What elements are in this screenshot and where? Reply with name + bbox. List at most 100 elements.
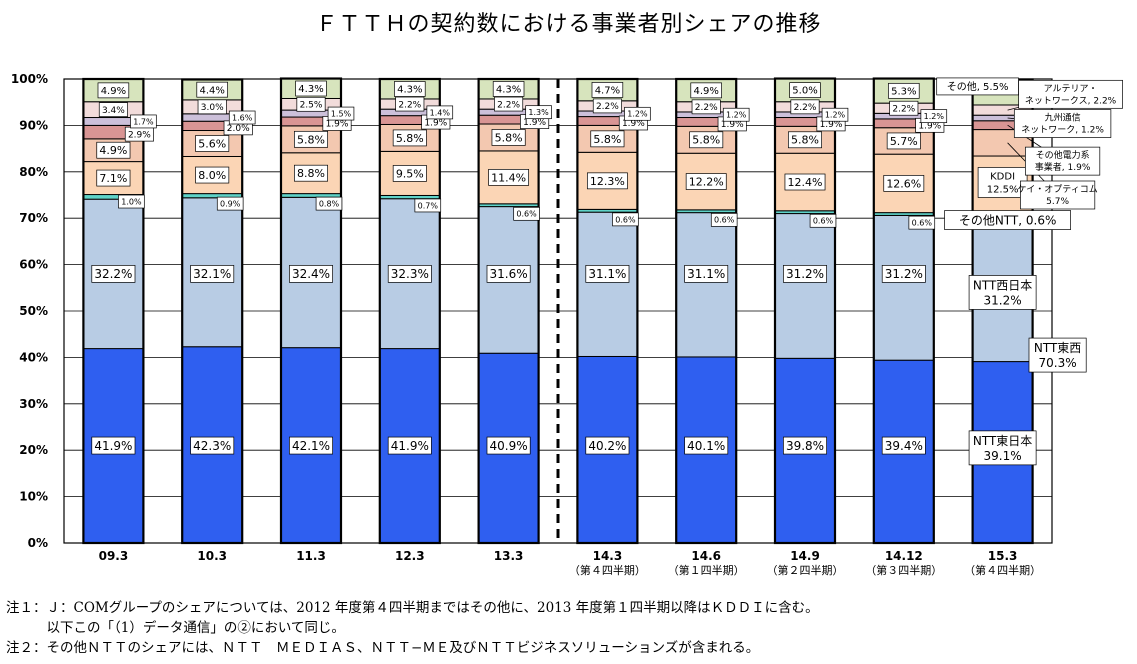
data-label-box — [96, 141, 131, 159]
data-label-box — [91, 265, 136, 283]
x-tick-sublabel: （第１四半期） — [668, 563, 745, 577]
data-label-box — [691, 99, 721, 115]
callout-box — [968, 275, 1037, 310]
data-label-box — [690, 82, 722, 99]
footnote-2: 注２：その他ＮＴＴのシェアには、ＮＴＴ ＭＥＤＩＡＳ、ＮＴＴ−ＭＥ及びＮＴＴビジ… — [6, 640, 760, 656]
data-label-box — [488, 169, 529, 186]
y-tick-label: 80% — [19, 165, 48, 179]
data-label-box — [590, 130, 625, 148]
data-label-box — [289, 436, 333, 455]
data-label-ntt_west: 31.1% — [588, 267, 626, 281]
data-label-box — [196, 81, 228, 98]
callout-text-kyushu: 九州通信 — [1045, 112, 1081, 124]
y-tick-label: 40% — [19, 350, 48, 364]
data-label-box — [790, 99, 820, 115]
data-label-ntt_east: 40.9% — [490, 439, 528, 453]
data-label-ntt_west: 31.6% — [490, 267, 528, 281]
data-label-box — [684, 265, 729, 283]
data-label-other_power: 1.9% — [424, 118, 447, 128]
data-label-box — [585, 265, 630, 283]
data-label-box — [920, 109, 948, 123]
data-label-box — [689, 131, 724, 149]
data-label-box — [414, 198, 442, 213]
data-label-box — [612, 212, 639, 227]
data-label-kddi: 8.0% — [198, 169, 226, 182]
x-tick-label: 14.6 — [691, 549, 721, 563]
bar-outline — [872, 77, 935, 545]
data-label-ntt_west: 31.2% — [885, 267, 923, 281]
data-label-ntt_east: 39.4% — [885, 439, 923, 453]
bar-outline — [378, 77, 441, 545]
callout-text-other_power: 事業者, 1.9% — [1035, 161, 1091, 173]
data-label-other: 4.4% — [199, 85, 224, 96]
bar-outline — [477, 77, 540, 545]
data-label-box — [295, 80, 327, 97]
data-label-box — [197, 99, 227, 115]
callout-box — [1020, 180, 1096, 210]
data-label-ntt_east: 41.9% — [391, 439, 429, 453]
y-tick-label: 20% — [19, 443, 48, 457]
callout-text-ntt_west: NTT西日本 — [973, 278, 1032, 292]
data-label-ntt_west: 32.4% — [292, 267, 330, 281]
callout-text-kddi: KDDI — [990, 171, 1015, 182]
data-label-other_ntt: 1.0% — [121, 197, 142, 206]
data-label-k_opticom: 5.8% — [692, 134, 720, 147]
data-label-arteria: 2.2% — [398, 100, 421, 110]
footnote-1: 注１：Ｊ：COMグループのシェアについては、2012 年度第４四半期まではその他… — [6, 600, 819, 616]
data-label-box — [685, 173, 727, 190]
x-tick-label: 13.3 — [494, 549, 524, 563]
data-label-box — [294, 164, 328, 182]
data-label-arteria: 2.2% — [497, 100, 520, 110]
x-tick-label: 15.3 — [988, 549, 1018, 563]
data-label-kyushu: 1.5% — [331, 109, 352, 118]
callout-text-ntt_east: NTT東日本 — [973, 434, 1032, 448]
data-label-ntt_west: 32.3% — [391, 267, 429, 281]
data-label-box — [91, 436, 136, 455]
data-label-box — [98, 102, 128, 117]
data-label-box — [783, 436, 827, 455]
data-label-box — [387, 436, 432, 455]
data-label-other: 4.3% — [496, 85, 521, 96]
footnotes: 注１：Ｊ：COMグループのシェアについては、2012 年度第４四半期まではその他… — [6, 598, 1126, 658]
data-label-box — [586, 172, 628, 190]
y-tick-label: 60% — [19, 258, 48, 272]
callout-box — [968, 430, 1037, 466]
data-label-box — [881, 436, 926, 455]
data-label-ntt_west: 31.1% — [687, 267, 725, 281]
x-tick-label: 14.3 — [593, 549, 623, 563]
data-label-other_power: 1.9% — [721, 120, 744, 130]
data-label-box — [426, 105, 454, 120]
data-label-other_ntt: 0.7% — [418, 201, 439, 210]
data-label-box — [296, 96, 326, 112]
callout-text-kyushu: ネットワーク, 1.2% — [1021, 125, 1104, 136]
data-label-box — [908, 215, 936, 230]
callout-text-k_opticom: 5.7% — [1046, 197, 1069, 207]
data-label-k_opticom: 5.8% — [396, 132, 424, 145]
data-label-ntt_east: 40.1% — [687, 439, 725, 453]
data-label-kddi: 12.6% — [886, 177, 921, 190]
x-tick-sublabel: （第３四半期） — [865, 563, 942, 577]
data-label-box — [592, 98, 622, 114]
bar-outline — [181, 78, 244, 545]
data-label-ntt_west: 32.1% — [193, 267, 231, 281]
callout-text-other_power: その他電力系 — [1036, 149, 1090, 161]
data-label-other: 4.3% — [397, 85, 422, 96]
data-label-box — [591, 82, 624, 98]
data-label-kddi: 11.4% — [491, 171, 526, 184]
data-label-box — [392, 129, 427, 147]
data-label-box — [327, 106, 355, 121]
bar-outline — [576, 77, 639, 545]
data-label-other_power: 1.9% — [918, 122, 941, 132]
footnote-1-continued: 以下この「（1）データ通信」の②において同じ。 — [6, 620, 345, 636]
data-label-arteria: 2.2% — [596, 102, 619, 112]
data-label-arteria: 3.4% — [102, 106, 125, 116]
data-label-box — [289, 265, 333, 283]
data-label-kddi: 12.3% — [590, 175, 625, 188]
data-label-box — [394, 81, 426, 97]
y-tick-label: 30% — [19, 397, 48, 411]
bar-outline — [675, 77, 738, 545]
y-tick-label: 0% — [28, 536, 48, 550]
data-label-k_opticom: 5.6% — [198, 137, 226, 150]
callout-text-other: その他, 5.5% — [947, 80, 1009, 93]
data-label-box — [722, 107, 750, 122]
